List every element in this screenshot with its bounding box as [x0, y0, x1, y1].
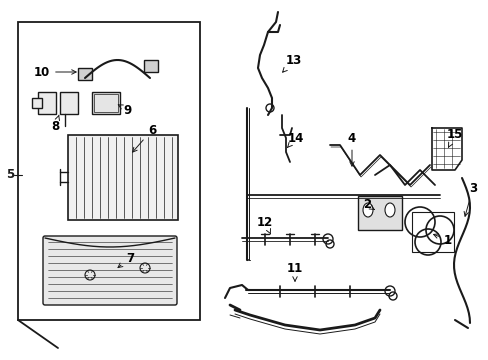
Bar: [32, 98, 42, 108]
Text: 13: 13: [282, 54, 302, 72]
Text: 5: 5: [6, 168, 14, 181]
Text: 15: 15: [446, 129, 462, 147]
Bar: [94, 94, 118, 112]
Text: 4: 4: [347, 131, 355, 166]
Bar: [38, 92, 56, 114]
Text: 2: 2: [362, 198, 373, 211]
Text: 7: 7: [118, 252, 134, 267]
Text: 6: 6: [132, 123, 156, 152]
Text: 14: 14: [287, 131, 304, 148]
Bar: [143, 60, 158, 72]
Bar: [411, 212, 453, 252]
Ellipse shape: [384, 203, 394, 217]
Text: 1: 1: [433, 234, 451, 247]
Ellipse shape: [362, 203, 372, 217]
Bar: [18, 22, 200, 320]
Text: 8: 8: [51, 115, 60, 134]
Bar: [60, 92, 78, 114]
Bar: [68, 135, 178, 220]
Text: 10: 10: [34, 66, 76, 78]
Text: 9: 9: [118, 104, 132, 117]
Text: 3: 3: [463, 181, 476, 216]
Bar: [92, 92, 120, 114]
FancyBboxPatch shape: [43, 236, 177, 305]
Text: 12: 12: [256, 216, 273, 234]
Bar: [357, 196, 401, 230]
Bar: [78, 68, 92, 80]
Text: 11: 11: [286, 261, 303, 281]
